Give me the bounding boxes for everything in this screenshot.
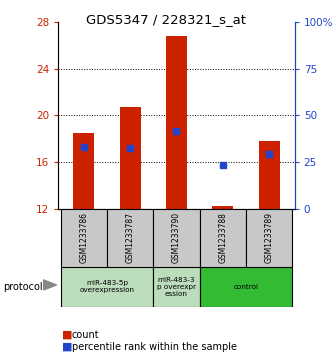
Text: miR-483-5p
overexpression: miR-483-5p overexpression [80,280,135,293]
Bar [246,209,292,267]
Text: count: count [72,330,99,340]
Text: GSM1233787: GSM1233787 [126,212,135,263]
Text: GSM1233788: GSM1233788 [218,212,227,263]
Bar [61,267,153,307]
Bar [212,207,233,209]
Text: miR-483-3
p overexpr
ession: miR-483-3 p overexpr ession [157,277,196,297]
Bar [73,133,94,209]
Bar [200,267,292,307]
Polygon shape [43,280,57,290]
Bar [107,209,153,267]
Bar [153,209,200,267]
Text: protocol: protocol [3,282,43,292]
Text: ■: ■ [62,342,72,352]
Text: control: control [233,284,258,290]
Text: GSM1233786: GSM1233786 [79,212,88,263]
Bar [200,209,246,267]
Bar [166,36,187,209]
Bar [120,107,141,209]
Text: percentile rank within the sample: percentile rank within the sample [72,342,236,352]
Text: GSM1233790: GSM1233790 [172,212,181,263]
Text: GDS5347 / 228321_s_at: GDS5347 / 228321_s_at [87,13,246,26]
Text: GSM1233789: GSM1233789 [265,212,274,263]
Bar [61,209,107,267]
Bar [259,141,280,209]
Text: ■: ■ [62,330,72,340]
Bar [153,267,200,307]
